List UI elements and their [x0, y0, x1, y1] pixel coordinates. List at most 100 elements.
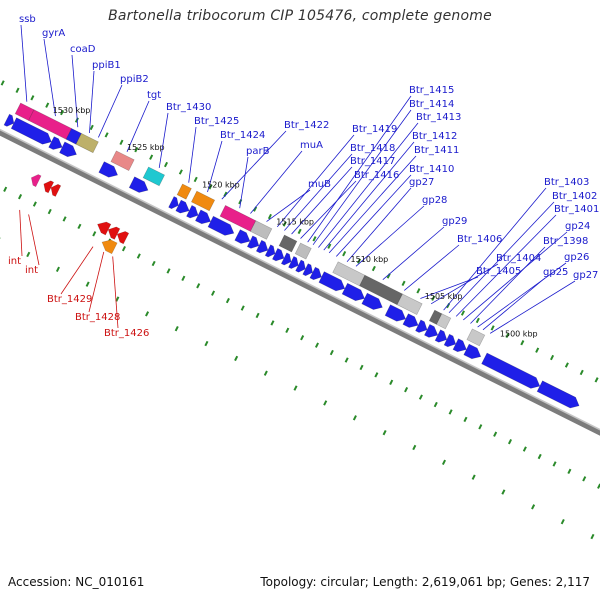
tick-mark — [145, 311, 150, 317]
tick-mark — [560, 519, 565, 525]
forward-gene — [176, 183, 192, 200]
tick-mark — [412, 444, 417, 451]
tick-mark — [300, 335, 305, 341]
forward-gene — [175, 199, 190, 214]
forward-leader — [284, 153, 353, 231]
tick-mark — [505, 332, 510, 339]
tick-mark — [590, 533, 595, 540]
forward-gene — [98, 161, 119, 178]
tick-mark — [55, 266, 60, 272]
forward-gene — [264, 244, 276, 258]
backbone-line — [0, 130, 600, 436]
forward-gene — [288, 255, 299, 269]
backbone-highlight — [0, 128, 600, 431]
forward-leader — [207, 140, 223, 193]
forward-leader — [43, 38, 56, 117]
tick-mark — [181, 275, 186, 282]
kbp-label: 1525 kbp — [127, 143, 165, 152]
forward-gene-label: Btr_1406 — [457, 234, 502, 245]
tick-mark — [371, 265, 376, 272]
tick-mark — [463, 416, 468, 423]
forward-gene — [234, 229, 251, 244]
tick-mark — [374, 372, 379, 378]
forward-gene — [278, 234, 298, 253]
forward-gene-label: gp29 — [442, 216, 467, 227]
forward-gene-label: Btr_1414 — [409, 99, 454, 110]
forward-gene — [190, 190, 216, 212]
forward-leader — [98, 84, 123, 138]
forward-gene — [341, 282, 365, 302]
forward-gene-label: Btr_1412 — [412, 131, 457, 142]
forward-gene — [255, 239, 269, 254]
forward-gene-label: gp24 — [565, 221, 590, 232]
forward-gene-label: Btr_1405 — [476, 266, 521, 277]
reverse-gene — [50, 183, 62, 197]
forward-gene — [423, 323, 439, 338]
tick-mark — [507, 438, 513, 445]
forward-leader — [188, 126, 197, 183]
tick-mark — [475, 317, 480, 324]
reverse-gene — [101, 239, 118, 255]
forward-gene — [207, 215, 235, 236]
forward-gene — [481, 352, 541, 389]
tick-mark — [193, 176, 198, 183]
forward-gene — [402, 313, 419, 328]
tick-mark — [32, 201, 37, 207]
forward-gene — [142, 166, 166, 187]
reverse-leader — [112, 256, 119, 329]
tick-mark — [60, 109, 65, 116]
reverse-gene — [97, 221, 112, 236]
tick-mark — [196, 283, 201, 289]
forward-gene-label: Btr_1422 — [284, 120, 329, 131]
forward-gene-label: gp27 — [573, 270, 598, 281]
forward-gene — [272, 247, 285, 262]
reverse-leader — [60, 246, 94, 295]
tick-mark — [431, 295, 436, 301]
forward-gene — [280, 252, 292, 266]
forward-gene-label: muA — [300, 140, 323, 151]
reverse-gene — [30, 174, 42, 188]
tick-mark — [85, 281, 90, 287]
forward-leader — [382, 226, 445, 280]
tick-mark — [211, 290, 216, 296]
tick-mark — [45, 102, 50, 108]
tick-mark — [490, 325, 495, 331]
tick-mark — [121, 245, 126, 252]
forward-leader — [470, 246, 546, 324]
forward-gene — [415, 319, 428, 333]
forward-leader — [482, 277, 546, 331]
forward-gene — [318, 271, 346, 292]
tick-mark — [136, 253, 141, 259]
forward-gene — [249, 220, 273, 240]
tick-mark — [30, 95, 35, 101]
tick-mark — [282, 221, 287, 227]
tick-mark — [522, 446, 527, 452]
forward-leader — [276, 134, 355, 228]
forward-leader — [443, 187, 547, 311]
tick-mark — [314, 342, 319, 348]
reverse-leader — [88, 251, 105, 313]
topology-text: Topology: circular; Length: 2,619,061 bp… — [260, 575, 590, 589]
forward-gene — [452, 338, 467, 353]
map-title: Bartonella tribocorum CIP 105476, comple… — [108, 8, 492, 24]
tick-mark — [404, 387, 409, 393]
forward-gene-label: Btr_1416 — [354, 170, 399, 181]
forward-gene-label: gp27 — [409, 177, 434, 188]
forward-leader — [71, 54, 79, 128]
forward-gene-label: Btr_1419 — [352, 124, 397, 135]
forward-leader — [318, 122, 419, 248]
kbp-label: 1505 kbp — [425, 292, 463, 301]
forward-gene — [168, 196, 179, 210]
forward-gene — [75, 132, 99, 154]
forward-leader — [89, 70, 95, 134]
kbp-label: 1500 kbp — [500, 329, 538, 338]
tick-mark — [418, 394, 423, 400]
tick-mark — [149, 154, 154, 160]
tick-mark — [520, 340, 525, 346]
tick-mark — [62, 216, 67, 222]
gene-features — [3, 102, 580, 409]
tick-mark — [174, 326, 179, 332]
forward-gene-label: Btr_1404 — [496, 253, 541, 264]
forward-gene-label: Btr_1401 — [554, 204, 599, 215]
